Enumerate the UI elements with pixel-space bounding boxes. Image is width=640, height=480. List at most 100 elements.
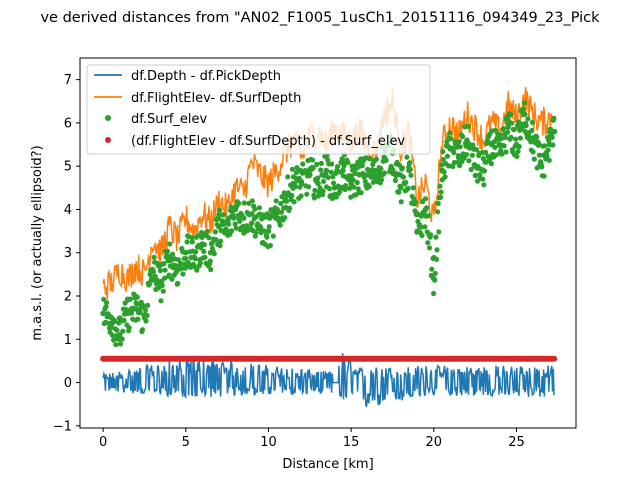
y-tick-label: 3: [64, 246, 72, 261]
surf-point: [414, 228, 421, 234]
surf-point: [135, 316, 141, 322]
surf-point: [158, 280, 164, 286]
surf-point: [502, 134, 508, 140]
x-tick-label: 0: [99, 435, 107, 450]
x-tick-label: 20: [426, 435, 443, 450]
surf-point: [503, 149, 509, 155]
surf-point: [434, 247, 440, 253]
surf-point: [413, 199, 419, 205]
surf-point: [546, 141, 553, 148]
surf-point: [304, 191, 310, 197]
surf-point: [310, 165, 316, 171]
surf-point: [373, 172, 379, 178]
surf-point: [418, 224, 424, 230]
surf-point: [364, 172, 371, 178]
x-tick-label: 5: [182, 435, 190, 450]
surf-point: [213, 237, 219, 243]
surf-point: [530, 137, 536, 143]
surf-point: [162, 267, 168, 273]
legend-swatch-diff: [105, 137, 111, 143]
surf-point: [195, 233, 201, 239]
surf-point: [468, 166, 474, 173]
plot-series: [100, 86, 558, 408]
surf-point: [241, 200, 247, 206]
surf-point: [498, 136, 504, 142]
surf-point: [536, 141, 542, 147]
surf-point: [321, 178, 327, 184]
surf-point: [546, 157, 552, 163]
surf-point: [419, 232, 425, 239]
surf-point: [521, 100, 528, 106]
surf-point: [164, 248, 170, 254]
surf-point: [180, 271, 186, 277]
legend: df.Depth - df.PickDepth df.FlightElev- d…: [86, 64, 431, 155]
x-tick-label: 10: [260, 435, 277, 450]
surf-point: [175, 280, 181, 286]
surf-point: [501, 143, 507, 149]
surf-point: [520, 106, 526, 112]
surf-point: [457, 144, 463, 150]
diff-point: [551, 355, 558, 362]
surf-point: [410, 185, 416, 191]
surf-point: [137, 310, 143, 316]
surf-point: [422, 224, 428, 230]
surf-point: [542, 143, 548, 149]
chart-title: ve derived distances from "AN02_F1005_1u…: [40, 10, 600, 26]
surf-point: [113, 342, 119, 348]
surf-point: [518, 121, 525, 127]
legend-box: [86, 64, 431, 155]
plot-frame: [79, 57, 577, 429]
surf-point: [341, 163, 347, 169]
surf-point: [328, 169, 334, 175]
surf-point: [515, 148, 521, 154]
surf-point: [151, 254, 157, 260]
surf-point: [547, 126, 554, 132]
surf-point: [549, 134, 555, 140]
surf-point: [437, 183, 443, 189]
surf-point: [183, 249, 189, 256]
surf-point: [348, 180, 354, 187]
surf-point: [166, 272, 172, 278]
surf-point: [109, 332, 115, 338]
surf-point: [278, 209, 284, 215]
surf-point: [378, 166, 384, 172]
surf-point: [544, 153, 550, 159]
x-tick-label: 25: [508, 435, 525, 450]
surf-point: [447, 146, 454, 152]
surf-point: [525, 116, 531, 122]
surf-point: [397, 185, 404, 191]
legend-label-surf: df.Surf_elev: [131, 112, 208, 127]
surf-point: [551, 115, 557, 121]
surf-point: [508, 134, 514, 140]
surf-point: [465, 123, 471, 129]
surf-point: [265, 228, 272, 234]
surf-point: [114, 327, 120, 333]
surf-point: [133, 306, 139, 312]
surf-point: [279, 194, 285, 200]
surf-point: [189, 239, 195, 245]
surf-point: [150, 277, 156, 283]
surf-point: [112, 318, 118, 324]
surf-point: [249, 198, 255, 204]
surf-point: [312, 187, 318, 193]
surf-point: [108, 314, 115, 321]
surf-point: [306, 184, 312, 190]
surf-point: [232, 206, 239, 213]
surf-point: [315, 180, 321, 187]
surf-point: [207, 249, 214, 256]
surf-point: [134, 301, 140, 307]
surf-point: [399, 165, 405, 171]
surf-point: [256, 205, 262, 211]
surf-point: [277, 222, 283, 228]
legend-label-diff: (df.FlightElev - df.SurfDepth) - df.Surf…: [131, 134, 405, 149]
surf-point: [444, 153, 451, 159]
surf-point: [480, 167, 487, 174]
surf-point: [367, 156, 373, 162]
surf-point: [473, 172, 479, 179]
y-tick-label: 6: [64, 116, 72, 131]
surf-point: [451, 150, 457, 156]
surf-point: [191, 254, 197, 260]
surf-point: [343, 183, 349, 189]
surf-point: [233, 225, 239, 231]
surf-point: [325, 157, 331, 163]
